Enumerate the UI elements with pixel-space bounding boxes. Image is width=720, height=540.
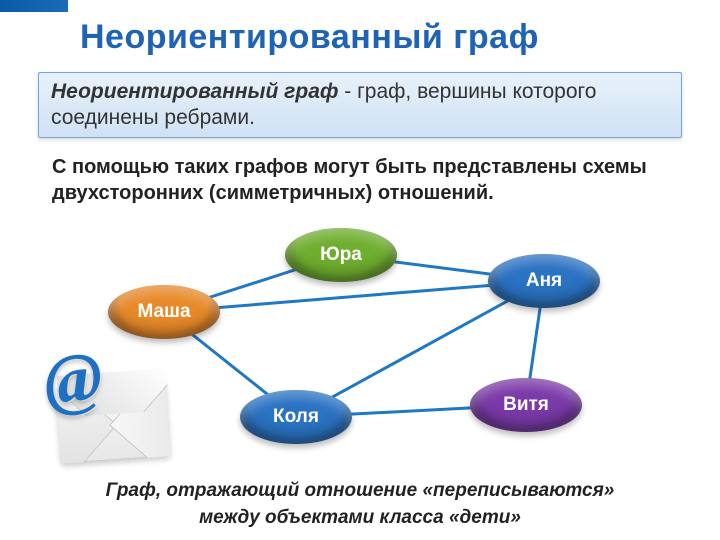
caption-line-1: Граф, отражающий отношение «переписывают…	[106, 480, 615, 501]
slide: Неориентированный граф Неориентированный…	[0, 0, 720, 540]
corner-accent	[0, 0, 68, 12]
graph-node-yura: Юра	[285, 228, 397, 282]
page-title: Неориентированный граф	[80, 18, 539, 57]
graph-node-kolya: Коля	[240, 390, 352, 444]
at-sign-icon: @	[40, 337, 106, 423]
graph-node-anya: Аня	[488, 254, 600, 308]
caption: Граф, отражающий отношение «переписывают…	[0, 478, 720, 531]
graph-node-vitya: Витя	[470, 378, 582, 432]
graph-node-masha: Маша	[108, 285, 220, 339]
definition-box: Неориентированный граф - граф, вершины к…	[38, 72, 682, 138]
definition-term: Неориентированный граф	[51, 80, 338, 103]
graph-edge	[164, 281, 544, 312]
caption-line-2: между объектами класса «дети»	[199, 507, 521, 528]
body-text: С помощью таких графов могут быть предст…	[52, 154, 672, 206]
